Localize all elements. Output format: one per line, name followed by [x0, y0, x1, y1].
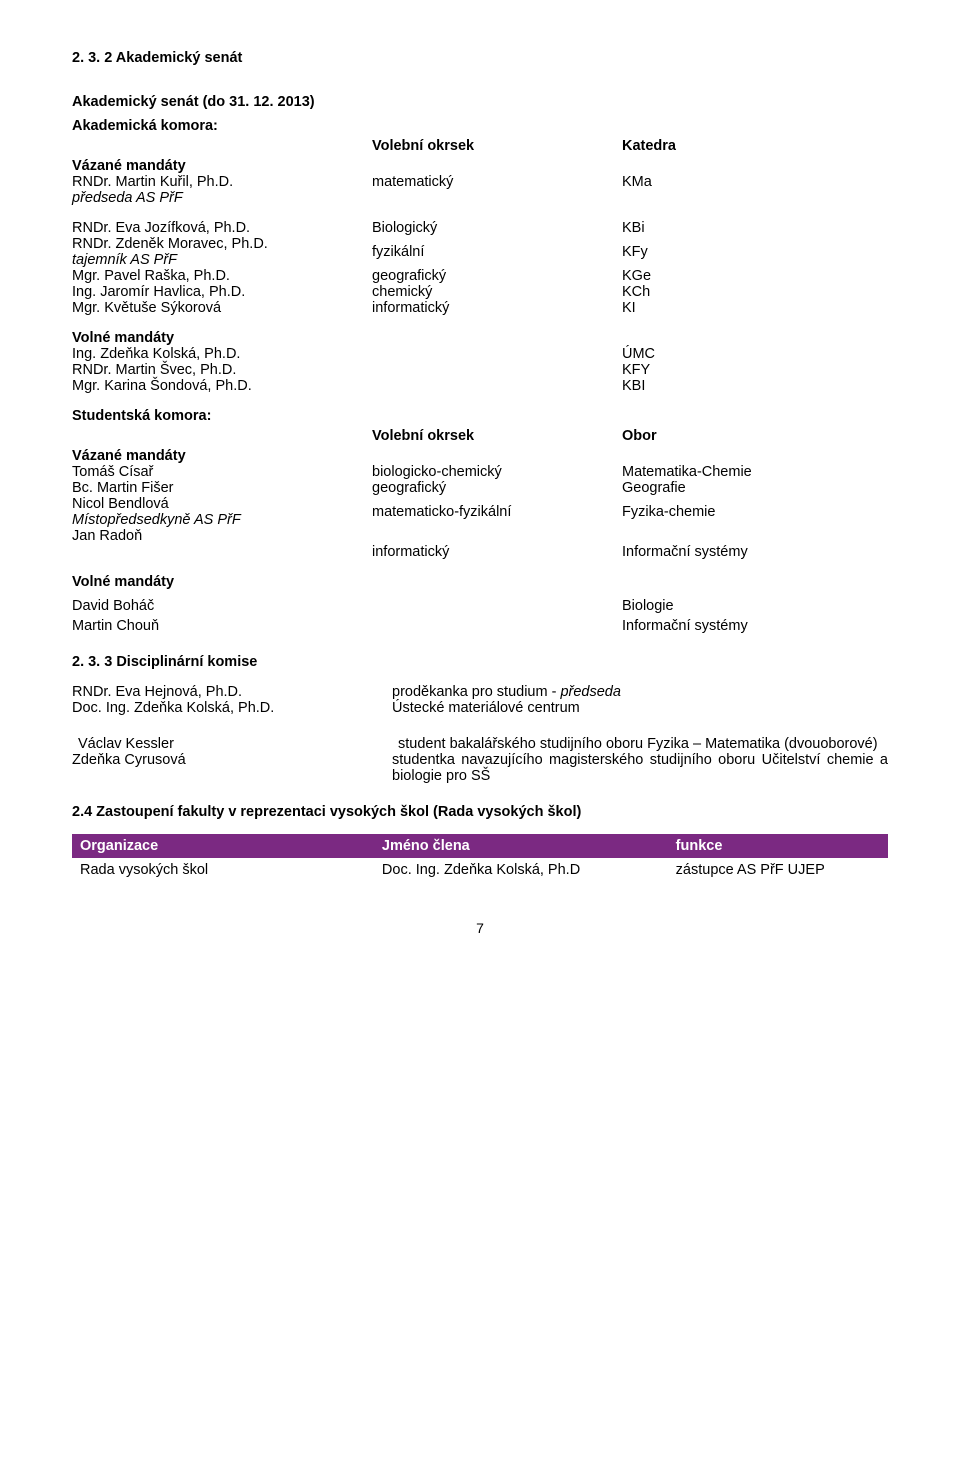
org-cell: Doc. Ing. Zdeňka Kolská, Ph.D: [374, 858, 668, 882]
student-obor: Biologie: [622, 598, 888, 614]
member-name: Ing. Jaromír Havlica, Ph.D.: [72, 284, 372, 300]
student-okrsek: biologicko-chemický: [372, 464, 622, 480]
student-name: Martin Chouň: [72, 618, 372, 634]
member-okrsek: Biologický: [372, 220, 622, 236]
member-name: Mgr. Pavel Raška, Ph.D.: [72, 268, 372, 284]
member-name: RNDr. Zdeněk Moravec, Ph.D.: [72, 236, 372, 252]
page-number: 7: [72, 920, 888, 936]
org-cell: zástupce AS PřF UJEP: [668, 858, 888, 882]
vazane-mandaty-label: Vázané mandáty: [72, 448, 888, 464]
student-name: Jan Radoň: [72, 528, 372, 544]
student-name: Nicol Bendlová: [72, 496, 372, 512]
komise-member-role: Ústecké materiálové centrum: [392, 700, 888, 716]
member-katedra: KFY: [622, 362, 888, 378]
member-okrsek: informatický: [372, 300, 622, 316]
student-obor: Geografie: [622, 480, 888, 496]
section-heading-2-3-3: 2. 3. 3 Disciplinární komise: [72, 654, 888, 670]
student-okrsek: geografický: [372, 480, 622, 496]
komise-student-role: student bakalářského studijního oboru Fy…: [398, 736, 888, 752]
col-header-obor: Obor: [622, 428, 888, 444]
member-katedra: ÚMC: [622, 346, 888, 362]
member-katedra: KBi: [622, 220, 888, 236]
col-header-okrsek: Volební okrsek: [372, 428, 622, 444]
member-name: RNDr. Martin Švec, Ph.D.: [72, 362, 372, 378]
org-th-organizace: Organizace: [72, 834, 374, 858]
member-name: Ing. Zdeňka Kolská, Ph.D.: [72, 346, 372, 362]
member-katedra: KBI: [622, 378, 888, 394]
member-name: RNDr. Eva Jozífková, Ph.D.: [72, 220, 372, 236]
komise-student-name: Zdeňka Cyrusová: [72, 752, 392, 784]
member-okrsek: chemický: [372, 284, 622, 300]
table-row: Rada vysokých škol Doc. Ing. Zdeňka Kols…: [72, 858, 888, 882]
member-name: Mgr. Karina Šondová, Ph.D.: [72, 378, 372, 394]
student-obor: Fyzika-chemie: [622, 504, 888, 520]
member-okrsek: fyzikální: [372, 244, 622, 260]
komise-member-name: RNDr. Eva Hejnová, Ph.D.: [72, 684, 392, 700]
komise-member-name: Doc. Ing. Zdeňka Kolská, Ph.D.: [72, 700, 392, 716]
student-okrsek: matematicko-fyzikální: [372, 504, 622, 520]
volne-mandaty-label: Volné mandáty: [72, 330, 888, 346]
student-okrsek: informatický: [372, 544, 622, 560]
student-name: David Boháč: [72, 598, 372, 614]
student-name: Tomáš Císař: [72, 464, 372, 480]
member-katedra: KGe: [622, 268, 888, 284]
akademicka-komora-label: Akademická komora:: [72, 118, 888, 134]
volne-mandaty-label: Volné mandáty: [72, 574, 888, 590]
student-obor: Informační systémy: [622, 618, 888, 634]
member-name: RNDr. Martin Kuřil, Ph.D.: [72, 174, 372, 190]
org-cell: Rada vysokých škol: [72, 858, 374, 882]
org-th-funkce: funkce: [668, 834, 888, 858]
senat-subheading: Akademický senát (do 31. 12. 2013): [72, 94, 888, 110]
member-name: Mgr. Květuše Sýkorová: [72, 300, 372, 316]
member-sub: tajemník AS PřF: [72, 252, 372, 268]
student-name: Bc. Martin Fišer: [72, 480, 372, 496]
member-okrsek: geografický: [372, 268, 622, 284]
member-katedra: KFy: [622, 244, 888, 260]
col-header-okrsek: Volební okrsek: [372, 138, 622, 154]
komise-student-role: studentka navazujícího magisterského stu…: [392, 752, 888, 784]
vazane-mandaty-label: Vázané mandáty: [72, 158, 888, 174]
col-header-katedra: Katedra: [622, 138, 888, 154]
member-sub: předseda AS PřF: [72, 190, 372, 206]
member-katedra: KCh: [622, 284, 888, 300]
section-heading-2-4: 2.4 Zastoupení fakulty v reprezentaci vy…: [72, 804, 888, 820]
komise-member-role: proděkanka pro studium - předseda: [392, 684, 888, 700]
org-th-jmeno: Jméno člena: [374, 834, 668, 858]
member-katedra: KI: [622, 300, 888, 316]
member-okrsek: matematický: [372, 174, 622, 190]
studentska-komora-label: Studentská komora:: [72, 408, 888, 424]
komise-student-name: Václav Kessler: [72, 736, 398, 752]
student-obor: Matematika-Chemie: [622, 464, 888, 480]
student-obor: Informační systémy: [622, 544, 888, 560]
member-katedra: KMa: [622, 174, 888, 190]
org-table: Organizace Jméno člena funkce Rada vysok…: [72, 834, 888, 882]
section-heading-2-3-2: 2. 3. 2 Akademický senát: [72, 50, 888, 66]
student-sub: Místopředsedkyně AS PřF: [72, 512, 372, 528]
